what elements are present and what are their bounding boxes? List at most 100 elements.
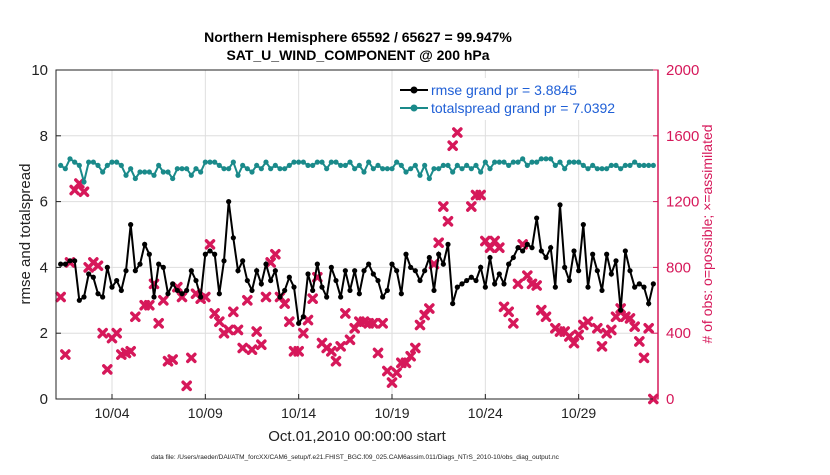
totalspread-point xyxy=(594,166,600,172)
x-tick-label: 10/09 xyxy=(188,405,223,421)
totalspread-point xyxy=(534,159,540,165)
obs-marker xyxy=(158,295,169,306)
rmse-point xyxy=(179,291,185,297)
totalspread-point xyxy=(618,166,624,172)
obs-marker xyxy=(284,316,295,327)
totalspread-point xyxy=(282,166,288,172)
totalspread-point xyxy=(221,166,227,172)
obs-marker xyxy=(92,260,104,272)
obs-marker xyxy=(643,322,654,334)
rmse-point xyxy=(310,287,316,294)
axis-layer: 10/04 10/09 10/14 10/19 10/24 10/29 0 2 4 6 8 10 0 40… xyxy=(31,62,699,421)
rmse-point xyxy=(459,281,465,287)
rmse-point xyxy=(244,277,250,284)
rmse-point xyxy=(221,258,227,264)
obs-marker xyxy=(270,248,281,260)
obs-marker xyxy=(260,291,272,303)
obs-marker xyxy=(242,295,253,306)
rmse-point xyxy=(324,294,330,300)
rmse-point xyxy=(468,274,474,280)
rmse-point xyxy=(478,264,484,270)
totalspread-point xyxy=(361,169,367,175)
totalspread-point xyxy=(524,162,530,169)
y-right-tick-label: 1600 xyxy=(666,128,699,145)
obs-marker xyxy=(634,336,645,347)
rmse-point xyxy=(272,268,278,274)
totalspread-point xyxy=(310,162,316,169)
totalspread-point xyxy=(352,166,358,172)
totalspread-point xyxy=(422,162,428,169)
totalspread-point xyxy=(431,166,437,172)
rmse-point xyxy=(361,268,367,274)
totalspread-point xyxy=(333,159,339,165)
rmse-point xyxy=(174,287,180,294)
rmse-point xyxy=(58,261,64,267)
obs-marker xyxy=(447,140,458,151)
totalspread-point xyxy=(608,162,614,169)
totalspread-point xyxy=(244,166,250,172)
totalspread-point xyxy=(137,169,143,175)
totalspread-point xyxy=(394,159,400,165)
obs-marker xyxy=(78,186,90,198)
totalspread-point xyxy=(202,159,208,165)
rmse-point xyxy=(384,287,390,294)
x-tick-label: 10/14 xyxy=(281,405,316,421)
totalspread-point xyxy=(188,172,194,178)
rmse-point xyxy=(268,277,274,284)
totalspread-point xyxy=(76,162,82,169)
totalspread-point xyxy=(454,162,460,169)
rmse-point xyxy=(496,271,502,277)
rmse-point xyxy=(72,258,78,264)
rmse-point xyxy=(216,291,222,297)
rmse-point xyxy=(431,287,437,294)
totalspread-point xyxy=(440,162,446,169)
rmse-point xyxy=(263,261,269,267)
totalspread-point xyxy=(622,162,628,169)
obs-marker xyxy=(452,127,463,138)
obs-marker xyxy=(256,339,267,351)
obs-marker xyxy=(293,345,304,357)
totalspread-point xyxy=(100,169,106,175)
totalspread-point xyxy=(95,162,101,169)
totalspread-point xyxy=(445,162,451,169)
totalspread-point xyxy=(389,166,395,172)
totalspread-point xyxy=(650,162,656,169)
obs-marker xyxy=(475,189,486,201)
totalspread-point xyxy=(328,159,334,165)
totalspread-point xyxy=(632,159,638,165)
totalspread-point xyxy=(58,162,64,169)
rmse-point xyxy=(333,277,339,284)
rmse-point xyxy=(226,199,232,205)
rmse-point xyxy=(67,258,73,264)
chart-title-line2: SAT_U_WIND_COMPONENT @ 200 hPa xyxy=(226,47,489,63)
obs-marker xyxy=(335,341,346,352)
rmse-point xyxy=(599,287,605,294)
obs-marker xyxy=(508,318,519,329)
rmse-point xyxy=(580,222,586,228)
totalspread-point xyxy=(151,172,157,178)
rmse-point xyxy=(90,274,96,280)
totalspread-point xyxy=(258,166,264,172)
rmse-point xyxy=(403,251,409,257)
obs-marker xyxy=(144,299,155,311)
totalspread-point xyxy=(571,159,577,165)
rmse-point xyxy=(571,248,577,254)
rmse-point xyxy=(632,284,638,290)
totalspread-point xyxy=(468,166,474,172)
rmse-point xyxy=(319,284,325,290)
obs-marker xyxy=(372,347,384,359)
rmse-point xyxy=(538,248,544,254)
rmse-point xyxy=(277,294,283,300)
obs-marker xyxy=(592,322,603,334)
totalspread-point xyxy=(240,162,246,169)
totalspread-point xyxy=(646,162,652,169)
rmse-point xyxy=(576,268,582,274)
rmse-point xyxy=(380,294,386,300)
y-left-tick-label: 10 xyxy=(31,62,48,79)
totalspread-point xyxy=(254,162,260,169)
x-tick-label: 10/24 xyxy=(468,405,503,421)
obs-marker xyxy=(382,365,393,377)
rmse-point xyxy=(62,261,68,267)
totalspread-point xyxy=(538,156,544,162)
